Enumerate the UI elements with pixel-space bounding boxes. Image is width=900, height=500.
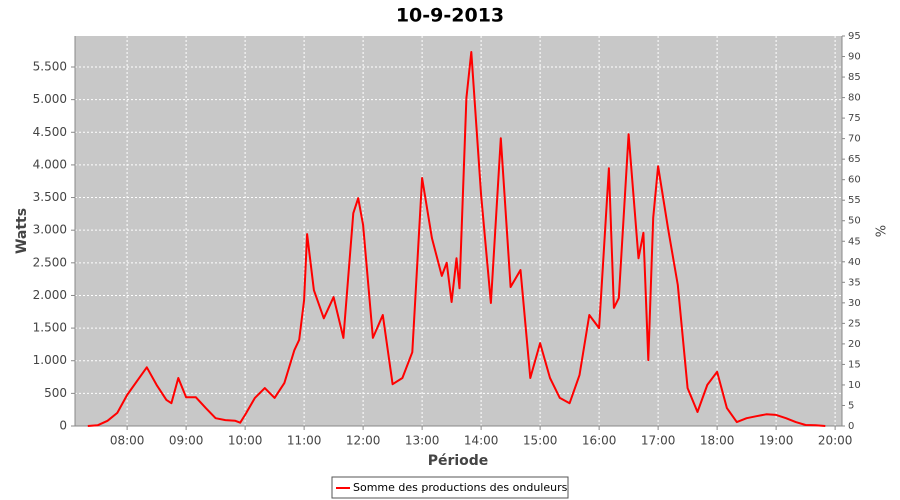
y-axis-label: Watts	[14, 208, 30, 254]
y-tick-label: 4.000	[33, 157, 67, 171]
chart-title: 10-9-2013	[396, 5, 504, 27]
x-tick-label: 15:00	[523, 434, 558, 448]
x-tick-label: 20:00	[818, 434, 853, 448]
y2-tick-label: 55	[848, 195, 861, 206]
x-axis-label: Période	[428, 453, 489, 469]
y2-tick-label: 35	[848, 277, 861, 288]
y2-tick-label: 10	[848, 380, 861, 391]
y2-tick-label: 70	[848, 134, 861, 145]
y2-tick-label: 50	[848, 216, 861, 227]
y-tick-label: 4.500	[33, 125, 67, 139]
y-tick-label: 500	[44, 386, 67, 400]
x-tick-label: 09:00	[169, 434, 204, 448]
x-tick-label: 10:00	[228, 434, 263, 448]
y2-tick-label: 45	[848, 236, 861, 247]
y2-tick-label: 30	[848, 298, 861, 309]
y2-tick-label: 65	[848, 154, 861, 165]
y-tick-label: 2.500	[33, 255, 67, 269]
y2-tick-label: 80	[848, 93, 861, 104]
x-tick-label: 12:00	[346, 434, 381, 448]
x-tick-label: 14:00	[464, 434, 499, 448]
x-tick-label: 08:00	[110, 434, 145, 448]
y-tick-label: 5.500	[33, 60, 67, 74]
y2-tick-label: 40	[848, 257, 861, 268]
plot-area	[75, 36, 842, 426]
y2-tick-label: 5	[848, 400, 854, 411]
x-tick-label: 11:00	[287, 434, 322, 448]
y2-tick-label: 0	[848, 421, 854, 432]
y2-tick-label: 95	[848, 31, 861, 42]
y2-tick-label: 85	[848, 72, 861, 83]
y2-tick-label: 25	[848, 318, 861, 329]
legend	[331, 476, 569, 499]
y-tick-label: 3.000	[33, 223, 67, 237]
y2-tick-label: 60	[848, 175, 861, 186]
x-tick-label: 17:00	[641, 434, 676, 448]
legend-label: Somme des productions des onduleurs	[353, 481, 568, 494]
y2-tick-label: 90	[848, 52, 861, 63]
y-tick-label: 1.000	[33, 353, 67, 367]
y-tick-label: 0	[59, 419, 67, 433]
y2-tick-label: 75	[848, 113, 861, 124]
line	[87, 51, 826, 427]
y2-axis-label: %	[875, 225, 890, 237]
y2-tick-label: 15	[848, 359, 861, 370]
x-tick-label: 16:00	[582, 434, 617, 448]
y-tick-label: 5.000	[33, 92, 67, 106]
x-tick-label: 13:00	[405, 434, 440, 448]
y-tick-label: 3.500	[33, 190, 67, 204]
y2-tick-label: 20	[848, 339, 861, 350]
x-tick-label: 18:00	[700, 434, 735, 448]
x-tick-label: 19:00	[759, 434, 794, 448]
y-tick-label: 1.500	[33, 321, 67, 335]
y-tick-label: 2.000	[33, 288, 67, 302]
